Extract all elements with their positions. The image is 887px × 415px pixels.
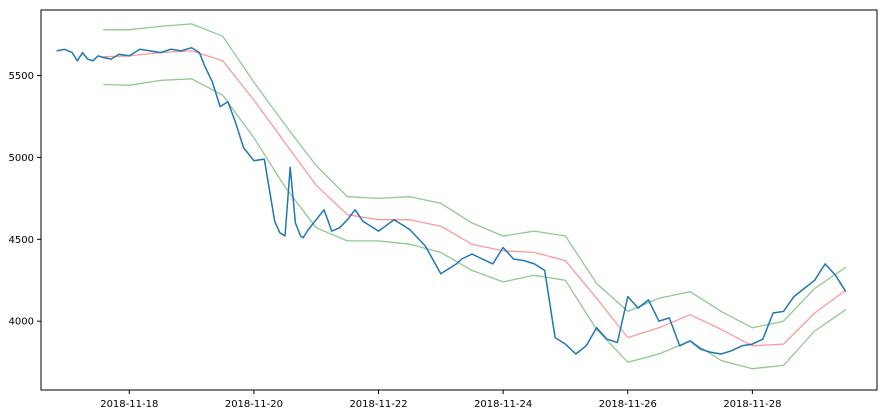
y-axis: 4000 4500 5000 5500 — [9, 71, 41, 328]
y-tick-label: 5000 — [9, 153, 34, 164]
y-tick-label: 4000 — [9, 317, 34, 328]
upper-series-line — [103, 23, 847, 329]
y-tick-label: 5500 — [9, 71, 34, 82]
middle-series-line — [103, 50, 847, 347]
series-layer — [56, 23, 847, 370]
price-series-line — [56, 46, 847, 355]
plot-area — [41, 10, 877, 390]
x-tick-label: 2018-11-22 — [349, 399, 407, 410]
axes-frame — [40, 9, 878, 391]
x-tick-label: 2018-11-28 — [723, 399, 781, 410]
x-tick-label: 2018-11-26 — [599, 399, 657, 410]
x-axis: 2018-11-18 2018-11-20 2018-11-22 2018-11… — [100, 390, 781, 410]
x-tick-label: 2018-11-18 — [100, 399, 158, 410]
x-tick-label: 2018-11-20 — [225, 399, 283, 410]
y-tick-label: 4500 — [9, 235, 34, 246]
x-tick-label: 2018-11-24 — [474, 399, 532, 410]
lower-series-line — [103, 78, 847, 370]
